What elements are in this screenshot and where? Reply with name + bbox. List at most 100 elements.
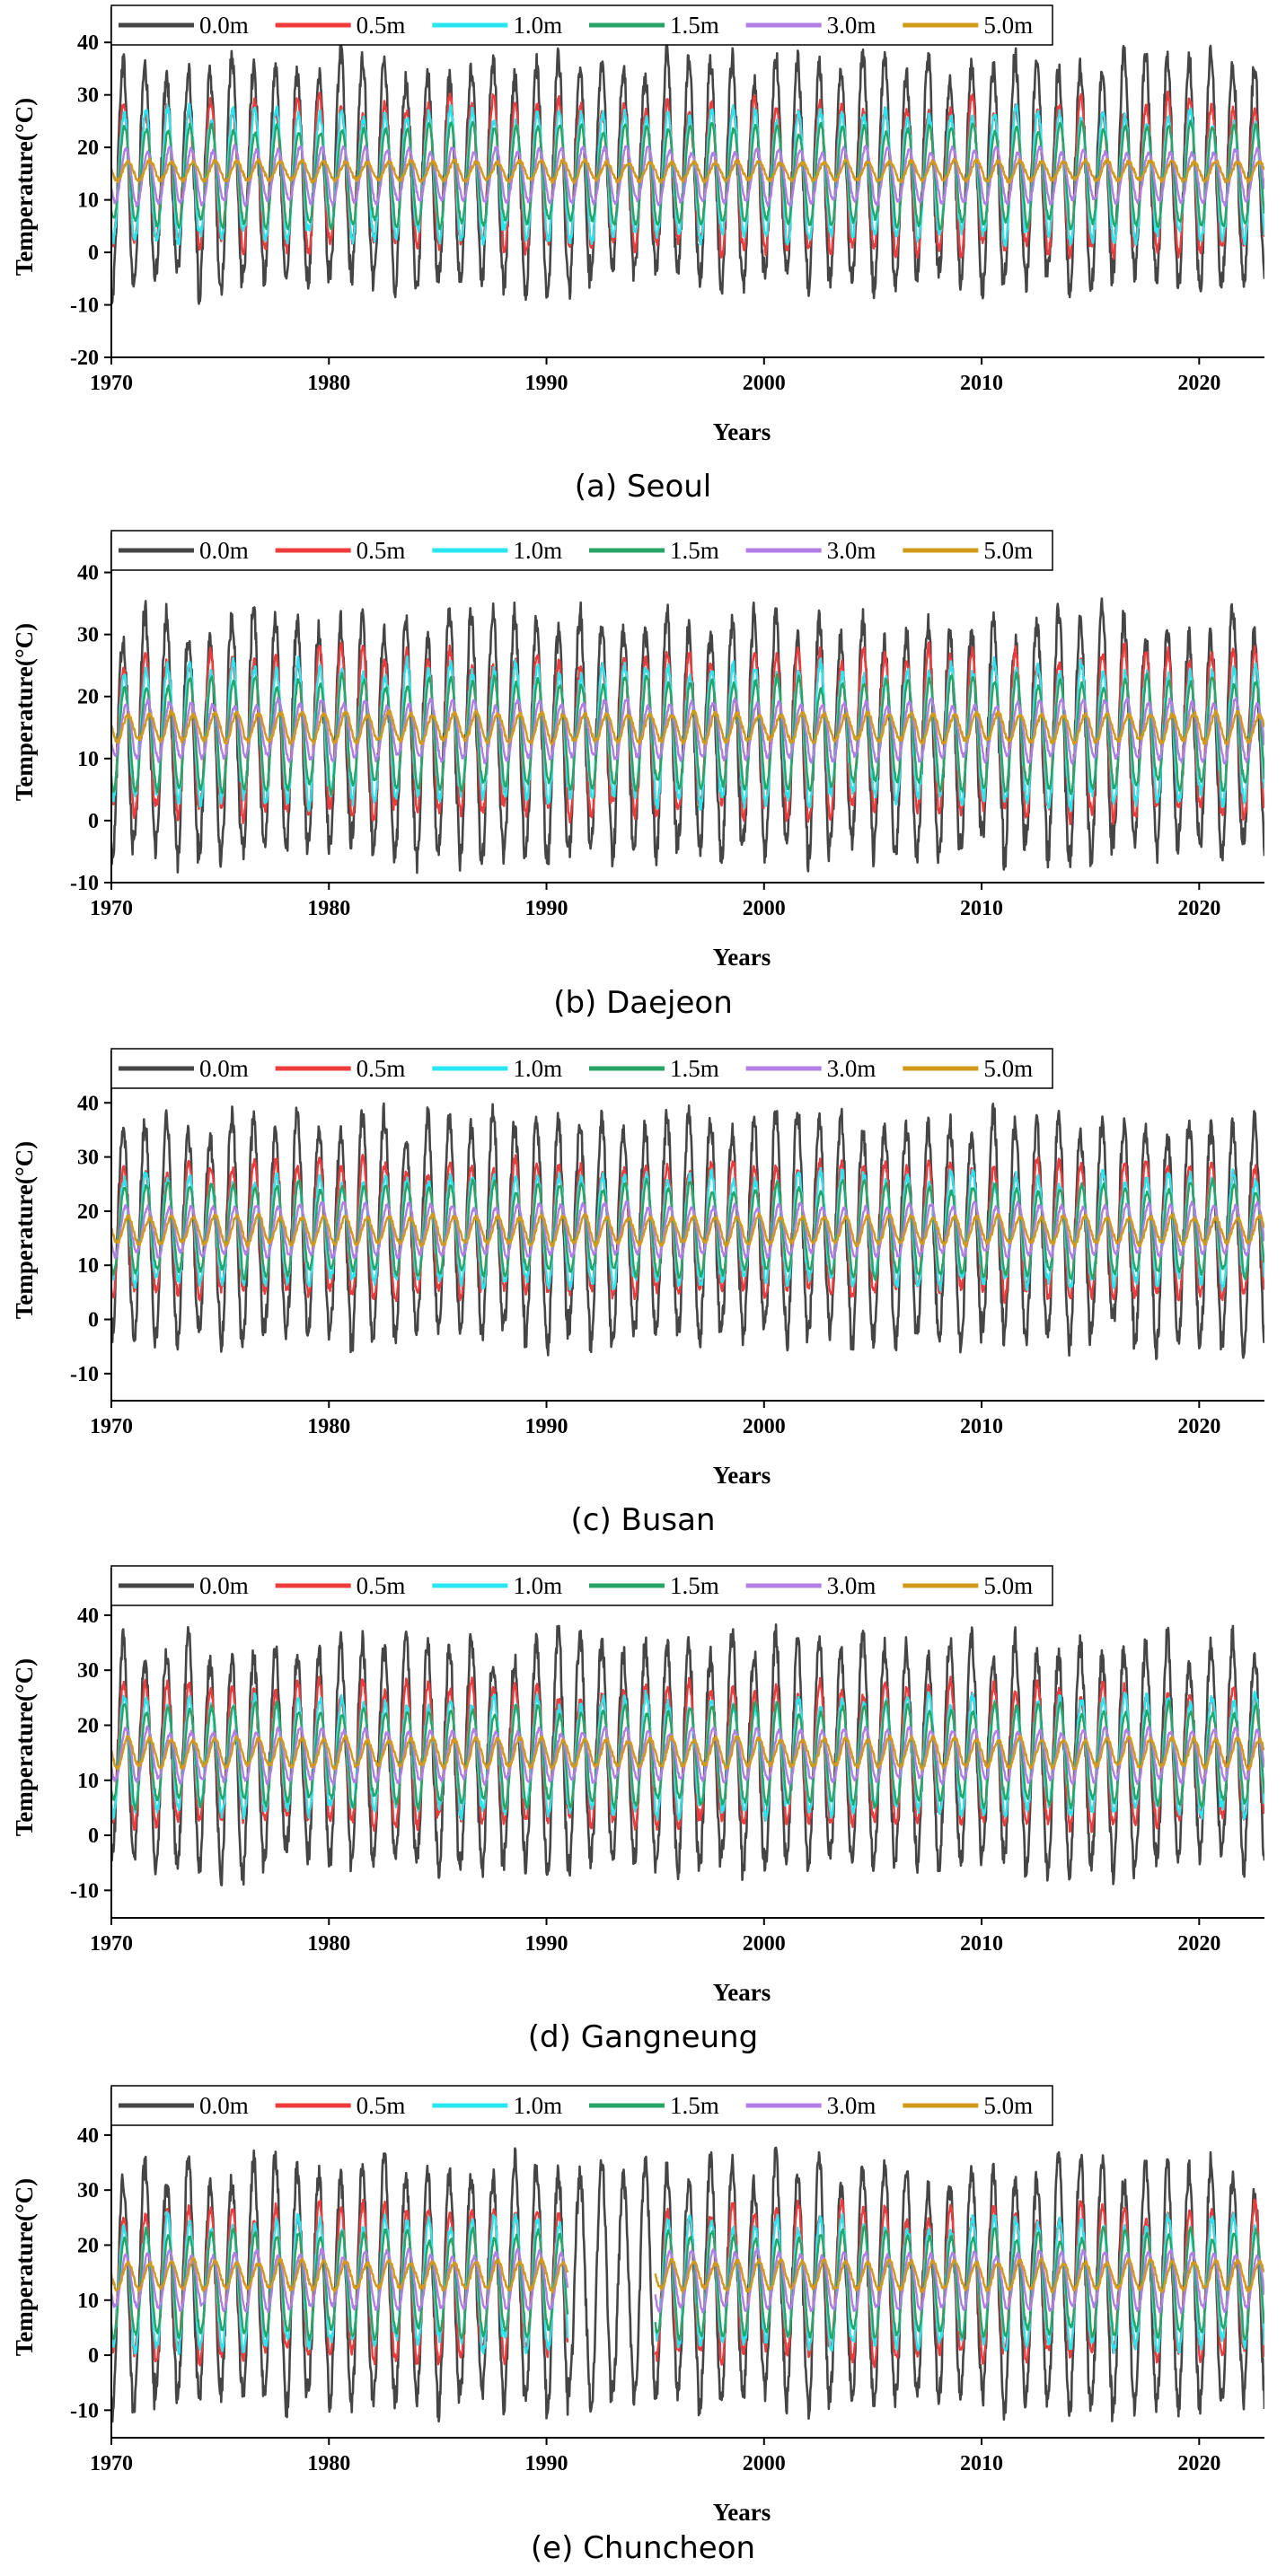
series-line-3-0m bbox=[111, 2246, 569, 2313]
legend-label-5-0m: 5.0m bbox=[983, 537, 1033, 564]
legend-label-3-0m: 3.0m bbox=[827, 1572, 876, 1599]
x-tick-label: 1970 bbox=[90, 897, 133, 920]
x-tick-label: 2000 bbox=[743, 897, 786, 920]
x-tick-label: 2010 bbox=[960, 372, 1003, 395]
y-tick-label: 0 bbox=[88, 810, 99, 833]
x-axis-title: Years bbox=[713, 944, 771, 971]
x-tick-label: 2000 bbox=[743, 372, 786, 395]
series-line-1-5m bbox=[111, 671, 1264, 796]
panel-chuncheon-chart: -10 0 10 20 30 40 1970 1980 1990 2000 2010 2020 Year… bbox=[11, 2085, 1264, 2526]
series-line-3-0m bbox=[654, 2246, 1264, 2315]
x-tick-label: 2000 bbox=[743, 2452, 786, 2475]
legend-box bbox=[110, 4, 1053, 46]
legend-box bbox=[110, 2085, 1053, 2126]
caption-chuncheon: (e) Chuncheon bbox=[530, 2530, 756, 2566]
y-tick-label: 10 bbox=[77, 1770, 99, 1793]
x-tick-label: 2010 bbox=[960, 2452, 1003, 2475]
y-axis-title: Temperature(°C) bbox=[11, 623, 38, 801]
x-tick-label: 2020 bbox=[1177, 2452, 1220, 2475]
legend-label-0-5m: 0.5m bbox=[357, 2092, 406, 2119]
series-line-3-0m bbox=[111, 1200, 1264, 1260]
series-line-5-0m bbox=[654, 2256, 1264, 2294]
x-tick-label: 1970 bbox=[90, 372, 133, 395]
y-tick-label: -10 bbox=[70, 295, 99, 318]
x-tick-label: 1970 bbox=[90, 1932, 133, 1956]
x-tick-label: 1980 bbox=[307, 372, 350, 395]
series-group bbox=[111, 1623, 1264, 1886]
legend-label-1-5m: 1.5m bbox=[670, 537, 719, 564]
y-tick-label: 40 bbox=[77, 1605, 99, 1628]
y-tick-label: 20 bbox=[77, 1200, 99, 1224]
series-line-5-0m bbox=[111, 708, 1264, 746]
legend-box bbox=[110, 1048, 1053, 1089]
legend-label-5-0m: 5.0m bbox=[983, 12, 1033, 39]
caption-seoul: (a) Seoul bbox=[574, 469, 712, 505]
y-tick-label: 10 bbox=[77, 189, 99, 213]
x-tick-label: 2020 bbox=[1177, 1932, 1220, 1956]
x-tick-label: 1970 bbox=[90, 1415, 133, 1438]
series-line-5-0m bbox=[111, 157, 1264, 185]
series-group bbox=[111, 597, 1264, 875]
x-tick-label: 1990 bbox=[525, 372, 568, 395]
y-tick-label: 10 bbox=[77, 748, 99, 771]
legend-label-3-0m: 3.0m bbox=[827, 537, 876, 564]
y-tick-label: 30 bbox=[77, 624, 99, 647]
y-tick-label: 30 bbox=[77, 2179, 99, 2202]
y-tick-label: 0 bbox=[88, 1824, 99, 1848]
legend-label-3-0m: 3.0m bbox=[827, 1055, 876, 1082]
x-tick-label: 1990 bbox=[525, 1932, 568, 1956]
caption-busan: (c) Busan bbox=[570, 1502, 716, 1538]
legend-label-1-5m: 1.5m bbox=[670, 1055, 719, 1082]
series-line-1-5m bbox=[111, 1699, 1264, 1811]
legend-label-1-0m: 1.0m bbox=[513, 1055, 562, 1082]
x-tick-label: 1980 bbox=[307, 2452, 350, 2475]
x-tick-label: 1990 bbox=[525, 1415, 568, 1438]
y-tick-label: 40 bbox=[77, 562, 99, 585]
y-tick-label: -10 bbox=[70, 2399, 99, 2422]
x-tick-label: 2000 bbox=[743, 1932, 786, 1956]
x-tick-label: 2010 bbox=[960, 1415, 1003, 1438]
y-tick-label: 40 bbox=[77, 31, 99, 55]
legend-label-0-0m: 0.0m bbox=[199, 12, 249, 39]
x-tick-label: 2020 bbox=[1177, 1415, 1220, 1438]
x-tick-label: 1980 bbox=[307, 897, 350, 920]
legend-box bbox=[110, 1565, 1053, 1606]
y-tick-label: 30 bbox=[77, 84, 99, 108]
y-axis-title: Temperature(°C) bbox=[11, 98, 38, 276]
legend-label-0-5m: 0.5m bbox=[357, 1055, 406, 1082]
y-tick-label: 30 bbox=[77, 1659, 99, 1683]
x-axis-title: Years bbox=[713, 1462, 771, 1489]
y-tick-label: -20 bbox=[70, 347, 99, 370]
panel-gangneung-chart: -10 0 10 20 30 40 1970 1980 1990 2000 2010 2020 Year… bbox=[11, 1565, 1264, 2006]
legend-label-5-0m: 5.0m bbox=[983, 2092, 1033, 2119]
x-axis-title: Years bbox=[713, 1979, 771, 2006]
y-tick-label: 20 bbox=[77, 1714, 99, 1737]
x-tick-label: 2010 bbox=[960, 897, 1003, 920]
panel-seoul-chart: -20 -10 0 10 20 30 40 1970 1980 1990 2000 2010 2020 Y… bbox=[11, 4, 1264, 445]
y-tick-label: 30 bbox=[77, 1147, 99, 1170]
legend-label-0-0m: 0.0m bbox=[199, 2092, 249, 2119]
legend-label-1-5m: 1.5m bbox=[670, 2092, 719, 2119]
y-tick-label: 40 bbox=[77, 1092, 99, 1115]
series-line-5-0m bbox=[111, 2256, 569, 2294]
legend-label-0-0m: 0.0m bbox=[199, 1055, 249, 1082]
legend-label-1-0m: 1.0m bbox=[513, 537, 562, 564]
x-axis-title: Years bbox=[713, 2499, 771, 2526]
legend-label-1-0m: 1.0m bbox=[513, 1572, 562, 1599]
y-tick-label: -10 bbox=[70, 1879, 99, 1903]
y-tick-label: 20 bbox=[77, 136, 99, 160]
x-tick-label: 1970 bbox=[90, 2452, 133, 2475]
panel-daejeon-chart: -10 0 10 20 30 40 1970 1980 1990 2000 2010 2020 Year… bbox=[11, 530, 1264, 971]
y-tick-label: -10 bbox=[70, 872, 99, 895]
legend-label-0-0m: 0.0m bbox=[199, 1572, 249, 1599]
y-tick-label: 10 bbox=[77, 2290, 99, 2313]
x-tick-label: 2020 bbox=[1177, 372, 1220, 395]
series-line-1-5m bbox=[111, 119, 1264, 231]
series-line-0-0m bbox=[111, 1102, 1264, 1360]
y-tick-label: 40 bbox=[77, 2124, 99, 2148]
y-tick-label: 20 bbox=[77, 686, 99, 709]
series-line-0-5m bbox=[111, 2198, 569, 2367]
y-tick-label: 20 bbox=[77, 2234, 99, 2257]
panel-busan-chart: -10 0 10 20 30 40 1970 1980 1990 2000 2010 2020 Year… bbox=[11, 1048, 1264, 1489]
